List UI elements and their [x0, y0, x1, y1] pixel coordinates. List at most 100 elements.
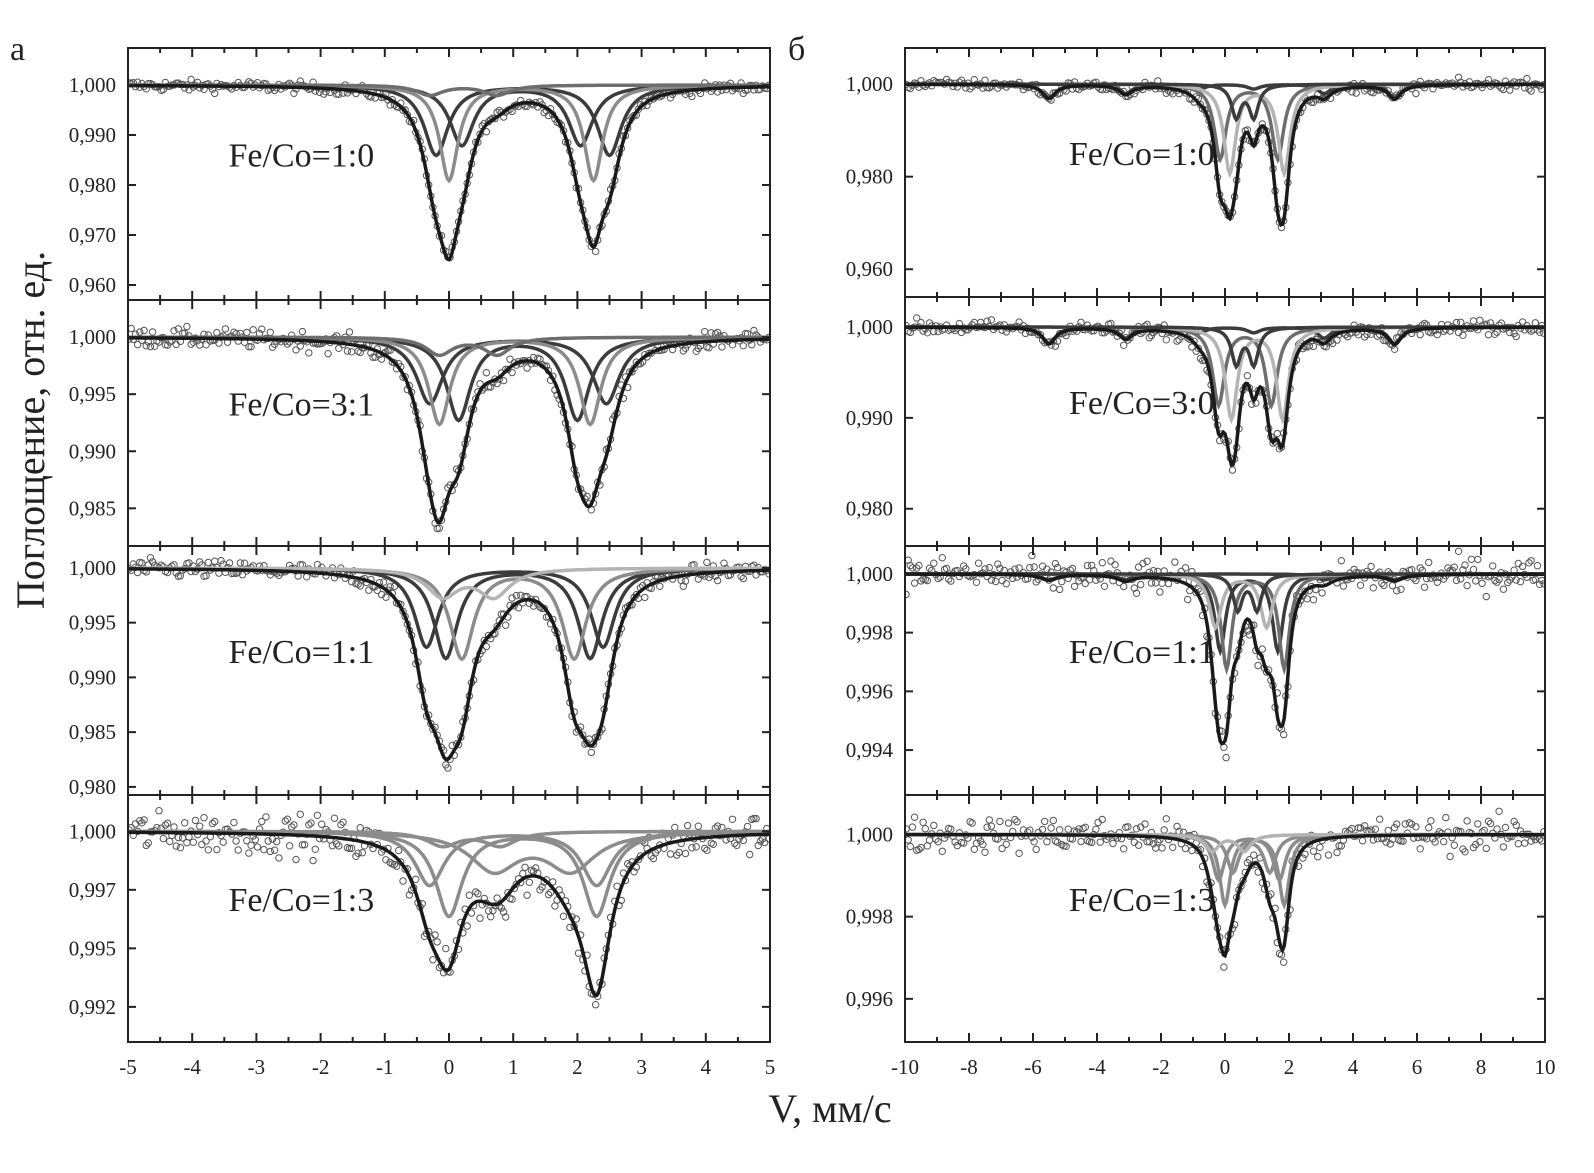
data-point	[300, 841, 309, 849]
data-point	[1062, 842, 1070, 850]
y-tick-label: 0,970	[69, 223, 116, 247]
data-point	[930, 559, 938, 567]
data-point	[1141, 820, 1149, 828]
data-point	[750, 814, 758, 823]
data-point	[549, 878, 557, 886]
data-point	[144, 839, 153, 847]
data-point	[910, 579, 919, 587]
data-point	[1120, 341, 1128, 349]
data-point	[1486, 819, 1495, 828]
data-point	[1058, 840, 1066, 849]
data-point	[1463, 817, 1471, 825]
x-tick-label: 4	[701, 1055, 712, 1079]
data-point	[514, 604, 523, 612]
data-point	[140, 326, 148, 335]
data-point	[356, 582, 364, 590]
data-point	[1397, 89, 1405, 98]
total-fit-line	[905, 82, 1545, 227]
y-tick-label: 0,990	[69, 123, 116, 147]
sample-label: Fe/Co=1:1	[228, 634, 374, 671]
sample-label: Fe/Co=1:0	[1069, 136, 1215, 173]
data-point	[1446, 852, 1454, 861]
data-point	[292, 855, 300, 864]
data-point	[688, 844, 696, 852]
x-tick-label: 0	[1220, 1055, 1231, 1079]
data-point	[499, 376, 508, 385]
data-point	[1333, 848, 1341, 857]
data-point	[395, 846, 403, 855]
data-point	[1536, 328, 1544, 336]
data-point	[187, 340, 195, 348]
data-point	[905, 825, 910, 833]
data-point	[202, 572, 210, 580]
data-point	[703, 846, 711, 854]
data-point	[1164, 579, 1173, 588]
data-point	[309, 856, 317, 865]
data-point	[219, 838, 227, 846]
data-point	[1109, 839, 1117, 848]
spectrum-panel: 1,000 0,998 0,996 0,994 Fe/Co=1:1	[846, 545, 1546, 796]
data-point	[245, 849, 253, 857]
data-point	[1309, 342, 1318, 351]
data-point	[345, 328, 354, 336]
total-fit-line	[128, 567, 770, 762]
data-point	[1442, 813, 1450, 822]
data-point	[324, 350, 332, 358]
data-point	[947, 577, 955, 585]
data-point	[247, 841, 255, 849]
data-point	[1002, 840, 1010, 848]
data-point	[1156, 588, 1164, 596]
data-point	[960, 839, 968, 847]
data-point	[998, 844, 1006, 853]
data-point	[1305, 342, 1314, 350]
data-point	[290, 89, 298, 98]
data-point	[692, 843, 700, 851]
data-point	[1096, 838, 1104, 846]
data-point	[739, 574, 747, 583]
data-point	[1433, 578, 1442, 586]
data-point	[148, 328, 157, 336]
data-point	[1425, 824, 1433, 832]
data-point	[1440, 837, 1448, 846]
data-point	[354, 849, 362, 857]
data-point	[983, 823, 991, 831]
y-tick-label: 0,998	[846, 621, 893, 645]
data-point	[347, 844, 356, 852]
plot-area	[905, 314, 1545, 474]
data-point	[1538, 837, 1545, 845]
data-point	[1088, 838, 1096, 847]
total-fit-line	[128, 830, 770, 998]
data-point	[1243, 372, 1252, 380]
data-point	[307, 819, 315, 827]
x-tick-label: 6	[1412, 1055, 1423, 1079]
data-point	[1250, 851, 1258, 859]
data-point	[1527, 837, 1535, 845]
spectrum-panel: 1,000 0,995 0,990 0,985 0,980 Fe/Co=1:1	[69, 545, 771, 799]
y-tick-label: 0,990	[846, 406, 893, 430]
data-point	[253, 843, 262, 851]
data-point	[992, 577, 1000, 586]
data-point	[232, 837, 240, 845]
data-point	[701, 844, 709, 853]
data-point	[913, 314, 921, 322]
data-point	[1469, 317, 1478, 325]
data-point	[1041, 817, 1049, 826]
data-point	[482, 369, 491, 377]
data-point	[1309, 847, 1318, 855]
data-point	[1416, 845, 1424, 853]
data-point	[1299, 854, 1307, 862]
data-point	[1495, 575, 1503, 584]
data-point	[249, 326, 257, 334]
panel-letter-b: б	[788, 31, 805, 68]
data-point	[1107, 557, 1115, 565]
data-point	[1173, 337, 1181, 345]
data-point	[739, 342, 747, 350]
data-point	[1390, 824, 1399, 832]
y-tick-label: 1,000	[846, 72, 893, 96]
data-point	[666, 850, 675, 858]
data-point	[750, 326, 758, 335]
data-point	[1461, 561, 1469, 569]
data-point	[1137, 823, 1145, 831]
total-fit-line	[128, 336, 770, 525]
data-point	[146, 342, 155, 351]
